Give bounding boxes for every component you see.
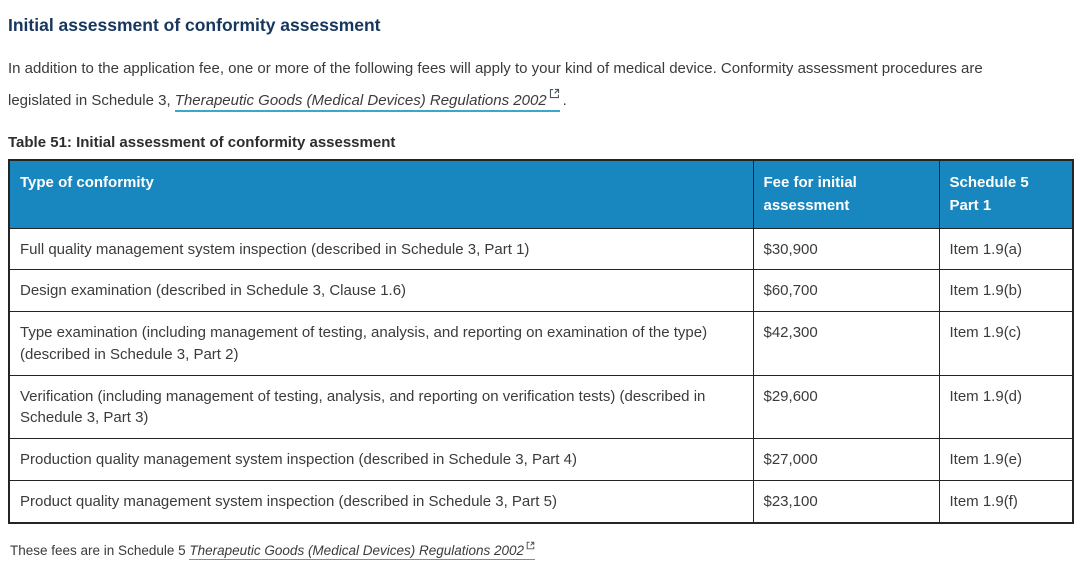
- table-row: Product quality management system inspec…: [9, 480, 1073, 522]
- table-row: Design examination (described in Schedul…: [9, 270, 1073, 312]
- cell-type: Design examination (described in Schedul…: [9, 270, 753, 312]
- cell-fee: $27,000: [753, 439, 939, 481]
- cell-fee: $30,900: [753, 228, 939, 270]
- cell-fee: $60,700: [753, 270, 939, 312]
- table-row: Type examination (including management o…: [9, 312, 1073, 376]
- column-header-type-of-conformity: Type of conformity: [9, 160, 753, 228]
- cell-item: Item 1.9(f): [939, 480, 1073, 522]
- cell-item: Item 1.9(b): [939, 270, 1073, 312]
- cell-fee: $23,100: [753, 480, 939, 522]
- footnote: These fees are in Schedule 5 Therapeutic…: [10, 535, 1072, 561]
- table-caption: Table 51: Initial assessment of conformi…: [8, 134, 1072, 151]
- cell-type: Production quality management system ins…: [9, 439, 753, 481]
- footnote-text-before: These fees are in Schedule 5: [10, 543, 189, 558]
- cell-type: Type examination (including management o…: [9, 312, 753, 376]
- regulations-link[interactable]: Therapeutic Goods (Medical Devices) Regu…: [175, 92, 560, 112]
- cell-type: Product quality management system inspec…: [9, 480, 753, 522]
- cell-item: Item 1.9(a): [939, 228, 1073, 270]
- external-link-icon[interactable]: [526, 535, 535, 557]
- fees-table-body: Full quality management system inspectio…: [9, 228, 1073, 523]
- cell-item: Item 1.9(c): [939, 312, 1073, 376]
- table-row: Verification (including management of te…: [9, 375, 1073, 439]
- cell-type: Verification (including management of te…: [9, 375, 753, 439]
- intro-paragraph: In addition to the application fee, one …: [8, 56, 1034, 113]
- column-header-schedule-5-part-1: Schedule 5 Part 1: [939, 160, 1073, 228]
- cell-fee: $29,600: [753, 375, 939, 439]
- regulations-link-label[interactable]: Therapeutic Goods (Medical Devices) Regu…: [175, 92, 547, 109]
- intro-text-after: .: [563, 92, 567, 109]
- footnote-regulations-link[interactable]: Therapeutic Goods (Medical Devices) Regu…: [189, 543, 535, 560]
- cell-item: Item 1.9(d): [939, 375, 1073, 439]
- table-row: Production quality management system ins…: [9, 439, 1073, 481]
- cell-item: Item 1.9(e): [939, 439, 1073, 481]
- cell-fee: $42,300: [753, 312, 939, 376]
- page-title: Initial assessment of conformity assessm…: [8, 15, 1072, 36]
- external-link-icon[interactable]: [549, 82, 560, 108]
- footnote-regulations-link-label[interactable]: Therapeutic Goods (Medical Devices) Regu…: [189, 543, 524, 558]
- table-row: Full quality management system inspectio…: [9, 228, 1073, 270]
- column-header-fee-for-initial-assessment: Fee for initial assessment: [753, 160, 939, 228]
- cell-type: Full quality management system inspectio…: [9, 228, 753, 270]
